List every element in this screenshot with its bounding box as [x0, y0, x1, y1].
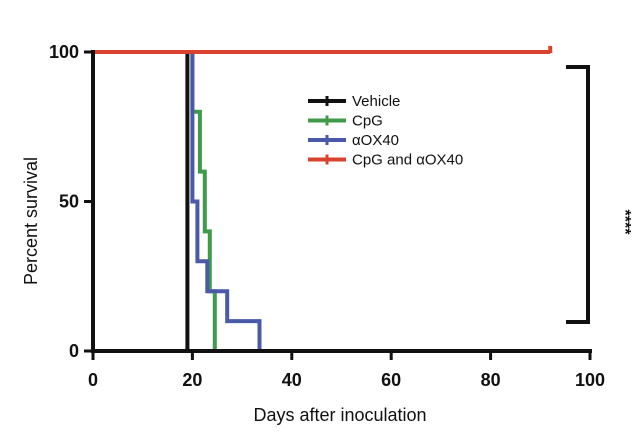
legend-label: Vehicle [352, 93, 400, 110]
legend-label: CpG [352, 113, 383, 130]
legend-label: αOX40 [352, 132, 399, 149]
legend-label: CpG and αOX40 [352, 152, 463, 169]
y-tick-label: 0 [69, 341, 79, 361]
significance-bracket-line [566, 65, 590, 324]
x-tick-label: 20 [182, 370, 202, 390]
series-line-vehicle [93, 50, 190, 351]
series-line-aox40 [93, 50, 262, 351]
x-axis-title: Days after inoculation [253, 405, 426, 425]
ticks-layer: 0 20 40 60 80 100 0 50 100 [49, 42, 605, 390]
x-tick-label: 80 [481, 370, 501, 390]
legend-item: Vehicle [308, 93, 400, 110]
significance-label: **** [616, 210, 633, 236]
y-tick-label: 100 [49, 42, 79, 62]
legend-item: CpG [308, 113, 383, 130]
significance-bracket: **** [566, 65, 633, 324]
x-tick-label: 40 [282, 370, 302, 390]
y-axis-title: Percent survival [21, 157, 41, 285]
x-tick-label: 100 [575, 370, 605, 390]
legend-item: CpG and αOX40 [308, 152, 463, 169]
x-tick-label: 0 [88, 370, 98, 390]
legend-item: αOX40 [308, 132, 399, 149]
series-layer [93, 46, 553, 351]
axes-layer [91, 50, 592, 353]
y-tick-label: 50 [59, 192, 79, 212]
x-tick-label: 60 [381, 370, 401, 390]
legend: Vehicle CpG αOX40 CpG and αOX40 [308, 93, 463, 169]
